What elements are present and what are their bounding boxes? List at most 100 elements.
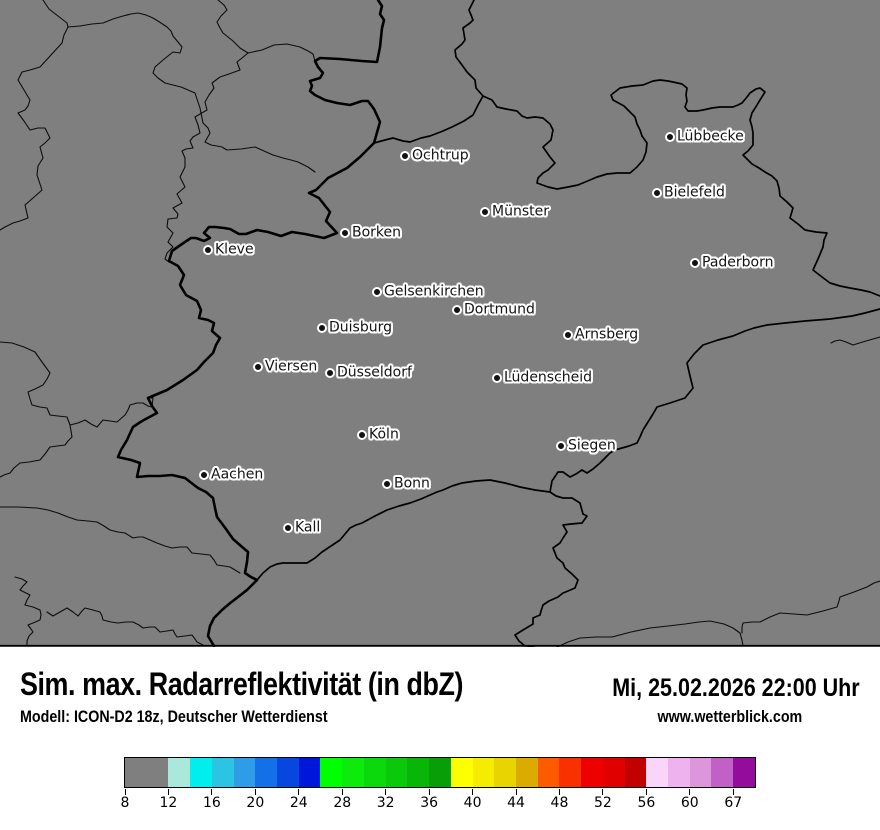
website-url: www.wetterblick.com xyxy=(657,707,802,726)
colorbar-tick xyxy=(298,789,300,795)
colorbar-tick-label: 28 xyxy=(333,795,352,811)
city-label: Viersen xyxy=(265,358,318,375)
city-label: Kall xyxy=(295,519,321,536)
page-title: Sim. max. Radarreflektivität (in dbZ) xyxy=(20,666,464,702)
city-dot-icon xyxy=(690,258,700,268)
city-label: Köln xyxy=(369,426,399,443)
colorbar-segment-64-67 xyxy=(733,758,755,787)
colorbar-tick-label: 44 xyxy=(507,795,525,811)
colorbar-segment-30-32 xyxy=(363,758,386,787)
colorbar-tick xyxy=(689,789,691,795)
city-label: Gelsenkirchen xyxy=(384,283,484,300)
colorbar-segment-32-34 xyxy=(385,758,408,787)
colorbar-tick-label: 60 xyxy=(680,795,699,811)
weather-map: Ochtrup Lübbecke Bielefeld Münster Borken Kle… xyxy=(0,0,880,647)
colorbar-segment-60-62 xyxy=(689,758,712,787)
state-border-lines xyxy=(256,0,880,647)
city-dot-icon xyxy=(325,368,335,378)
colorbar-segment-50-52 xyxy=(581,758,603,787)
colorbar-tick xyxy=(167,789,169,795)
city-label: Düsseldorf xyxy=(337,364,412,381)
city-dot-icon xyxy=(480,207,490,217)
national-border-line xyxy=(116,0,386,647)
colorbar-segment-48-50 xyxy=(559,758,582,787)
colorbar-tick xyxy=(385,789,387,795)
colorbar-segment-46-48 xyxy=(537,758,560,787)
city-label: Paderborn xyxy=(702,254,774,271)
colorbar-segment-14-16 xyxy=(190,758,212,787)
city-label: Siegen xyxy=(568,437,616,454)
city-label: Borken xyxy=(352,224,402,241)
city-dot-icon xyxy=(199,470,209,480)
city-label: Bonn xyxy=(394,475,430,492)
colorbar-segment-16-18 xyxy=(211,758,234,787)
city-dot-icon xyxy=(492,373,502,383)
colorbar-segment-40-42 xyxy=(472,758,495,787)
city-dot-icon xyxy=(563,330,573,340)
colorbar-tick xyxy=(602,789,604,795)
city-dot-icon xyxy=(400,151,410,161)
model-info: Modell: ICON-D2 18z, Deutscher Wetterdie… xyxy=(20,707,328,726)
colorbar-tick-label: 36 xyxy=(420,795,439,811)
colorbar-tick-label: 24 xyxy=(289,795,308,811)
colorbar-segment-44-46 xyxy=(515,758,538,787)
city-label: Münster xyxy=(492,203,549,220)
city-dot-icon xyxy=(452,305,462,315)
reflectivity-colorbar xyxy=(124,757,756,788)
colorbar-tick-label: 32 xyxy=(376,795,395,811)
colorbar-segment-12-14 xyxy=(168,758,191,787)
colorbar-segment-34-36 xyxy=(407,758,430,787)
colorbar-tick xyxy=(124,789,126,795)
city-label: Duisburg xyxy=(329,319,392,336)
colorbar-tick-label: 48 xyxy=(550,795,569,811)
colorbar-segment-56-58 xyxy=(646,758,668,787)
colorbar-tick-label: 67 xyxy=(724,795,743,811)
district-border-lines xyxy=(0,0,880,647)
colorbar-tick xyxy=(254,789,256,795)
colorbar-tick xyxy=(211,789,213,795)
colorbar-tick-label: 40 xyxy=(463,795,482,811)
city-label: Ochtrup xyxy=(412,147,469,164)
city-dot-icon xyxy=(652,188,662,198)
city-label: Lübbecke xyxy=(677,128,744,145)
colorbar-segment-58-60 xyxy=(667,758,690,787)
map-borders-svg xyxy=(0,0,880,647)
colorbar-segment-18-20 xyxy=(233,758,256,787)
city-dot-icon xyxy=(665,132,675,142)
colorbar-tick xyxy=(341,789,343,795)
city-dot-icon xyxy=(372,287,382,297)
colorbar-tick-label: 20 xyxy=(246,795,265,811)
colorbar-segment-22-24 xyxy=(277,758,299,787)
colorbar-tick xyxy=(558,789,560,795)
colorbar-tick xyxy=(645,789,647,795)
colorbar-segment-8-12 xyxy=(125,758,169,787)
city-label: Arnsberg xyxy=(575,326,639,343)
city-dot-icon xyxy=(340,228,350,238)
city-label: Kleve xyxy=(215,241,254,258)
colorbar-tick-label: 12 xyxy=(159,795,178,811)
colorbar-segment-38-40 xyxy=(450,758,473,787)
colorbar-tick xyxy=(732,789,734,795)
colorbar-segment-62-64 xyxy=(711,758,734,787)
city-dot-icon xyxy=(382,479,392,489)
colorbar-segment-20-22 xyxy=(255,758,278,787)
colorbar-segment-24-26 xyxy=(298,758,321,787)
colorbar-segment-42-44 xyxy=(494,758,516,787)
colorbar-tick xyxy=(472,789,474,795)
colorbar-tick-label: 56 xyxy=(637,795,656,811)
city-markers-layer: Ochtrup Lübbecke Bielefeld Münster Borken Kle… xyxy=(199,128,774,536)
city-dot-icon xyxy=(203,245,213,255)
colorbar-segment-52-54 xyxy=(602,758,625,787)
forecast-datetime: Mi, 25.02.2026 22:00 Uhr xyxy=(612,674,860,702)
colorbar-segment-26-28 xyxy=(320,758,343,787)
colorbar-tick xyxy=(515,789,517,795)
city-dot-icon xyxy=(253,362,263,372)
city-label: Bielefeld xyxy=(664,184,725,201)
city-dot-icon xyxy=(357,430,367,440)
city-label: Aachen xyxy=(211,466,264,483)
city-label: Lüdenscheid xyxy=(504,369,593,386)
colorbar-tick-label: 16 xyxy=(202,795,221,811)
colorbar-tick-label: 8 xyxy=(120,795,130,811)
city-label: Dortmund xyxy=(464,301,535,318)
